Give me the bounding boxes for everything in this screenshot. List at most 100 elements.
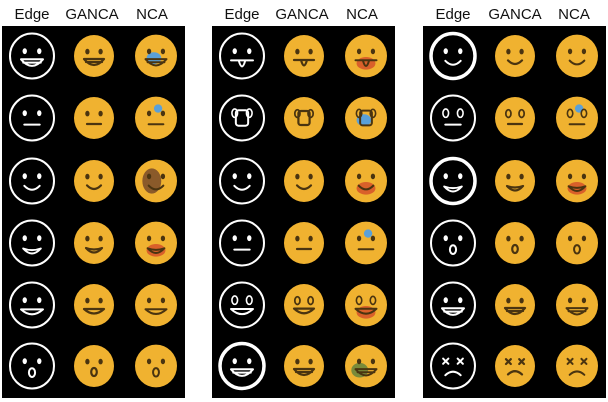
eye-mark: [146, 235, 152, 242]
nca-blue-patch: [146, 52, 162, 64]
eye-mark: [22, 173, 27, 180]
nca-face: [556, 96, 598, 140]
edge-outline: [430, 94, 476, 142]
ganca-fill: [284, 35, 324, 77]
ganca-face: [74, 35, 114, 77]
eye-mark: [506, 173, 511, 180]
eye-mark: [518, 108, 526, 119]
mouth-mark: [503, 306, 527, 316]
ganca-face: [495, 35, 535, 77]
eye-mark: [567, 48, 573, 55]
eye-mark: [160, 48, 166, 55]
ganca-fill: [495, 222, 535, 264]
eye-mark: [98, 173, 103, 180]
mouth-mark: [84, 246, 104, 254]
edge-face: [9, 94, 55, 142]
eye-mark: [355, 108, 363, 119]
ganca-fill: [495, 35, 535, 77]
eye-mark: [458, 297, 463, 304]
eye-mark: [370, 235, 376, 242]
eye-mark: [98, 235, 103, 242]
nca-face: [135, 221, 177, 265]
nca-fill: [345, 221, 387, 265]
edge-face: [430, 281, 476, 329]
eye-mark: [519, 173, 524, 180]
eye-mark: [567, 173, 573, 180]
eye-mark: [581, 48, 587, 55]
eye-mark: [369, 108, 377, 119]
edge-face: [429, 156, 477, 206]
nca-face: [345, 283, 387, 327]
nca-face: [556, 34, 598, 78]
eye-mark: [160, 110, 166, 117]
ganca-face: [74, 222, 114, 264]
mouth-mark: [505, 184, 525, 192]
nca-face: [556, 344, 598, 388]
mouth-mark: [144, 58, 168, 67]
eye-mark: [98, 110, 103, 117]
mouth-mark: [82, 57, 106, 67]
eye-mark: [232, 235, 237, 242]
eye-mark: [581, 173, 587, 180]
eye-mark: [519, 235, 524, 242]
eye-mark: [85, 110, 90, 117]
eye-mark: [355, 295, 363, 306]
mouth-mark: [573, 244, 581, 255]
eye-mark: [566, 357, 574, 365]
panel-background: [2, 26, 185, 398]
nca-face: [345, 34, 387, 78]
eye-mark: [295, 235, 300, 242]
eye-mark: [85, 297, 90, 304]
mouth-mark: [357, 184, 375, 191]
column-header-nca: NCA: [136, 6, 168, 23]
edge-outline: [429, 31, 477, 81]
ganca-fill: [74, 284, 114, 326]
eye-mark: [245, 108, 253, 119]
nca-fill: [135, 221, 177, 265]
eye-mark: [370, 48, 376, 55]
edge-outline: [430, 219, 476, 267]
eye-mark: [22, 110, 27, 117]
mouth-mark: [567, 185, 587, 192]
ganca-fill: [284, 222, 324, 264]
eye-mark: [22, 48, 27, 55]
hand-mark: [234, 109, 250, 127]
ganca-face: [495, 97, 535, 139]
eye-mark: [98, 297, 103, 304]
eye-mark: [85, 173, 90, 180]
eye-mark: [458, 173, 463, 180]
mouth-mark: [292, 58, 316, 67]
eye-mark: [37, 48, 42, 55]
edge-face: [430, 94, 476, 142]
nca-green-patch: [351, 362, 369, 378]
mouth-mark: [506, 59, 524, 66]
eye-mark: [146, 297, 152, 304]
mouth-mark: [354, 307, 378, 315]
nca-fill: [556, 96, 598, 140]
eye-mark: [245, 295, 253, 306]
mouth-mark: [295, 184, 313, 191]
eye-mark: [22, 235, 27, 242]
eye-mark: [98, 48, 103, 55]
mouth-mark: [354, 59, 378, 67]
panel-3: [423, 26, 606, 398]
mouth-mark: [292, 367, 316, 377]
eye-mark: [85, 358, 90, 365]
edge-outline: [219, 219, 265, 267]
eye-mark: [146, 110, 152, 117]
eye-mark: [308, 173, 313, 180]
eye-mark: [247, 235, 252, 242]
ganca-face: [284, 284, 324, 326]
eye-mark: [308, 358, 313, 365]
mouth-mark: [90, 366, 98, 378]
ganca-face: [74, 160, 114, 202]
mouth-mark: [20, 58, 44, 67]
eye-mark: [307, 295, 315, 306]
eye-mark: [146, 173, 152, 180]
eye-mark: [443, 48, 448, 55]
eye-mark: [519, 48, 524, 55]
eye-mark: [37, 173, 42, 180]
eye-mark: [22, 358, 27, 365]
ganca-face: [284, 345, 324, 387]
nca-fill: [345, 34, 387, 78]
